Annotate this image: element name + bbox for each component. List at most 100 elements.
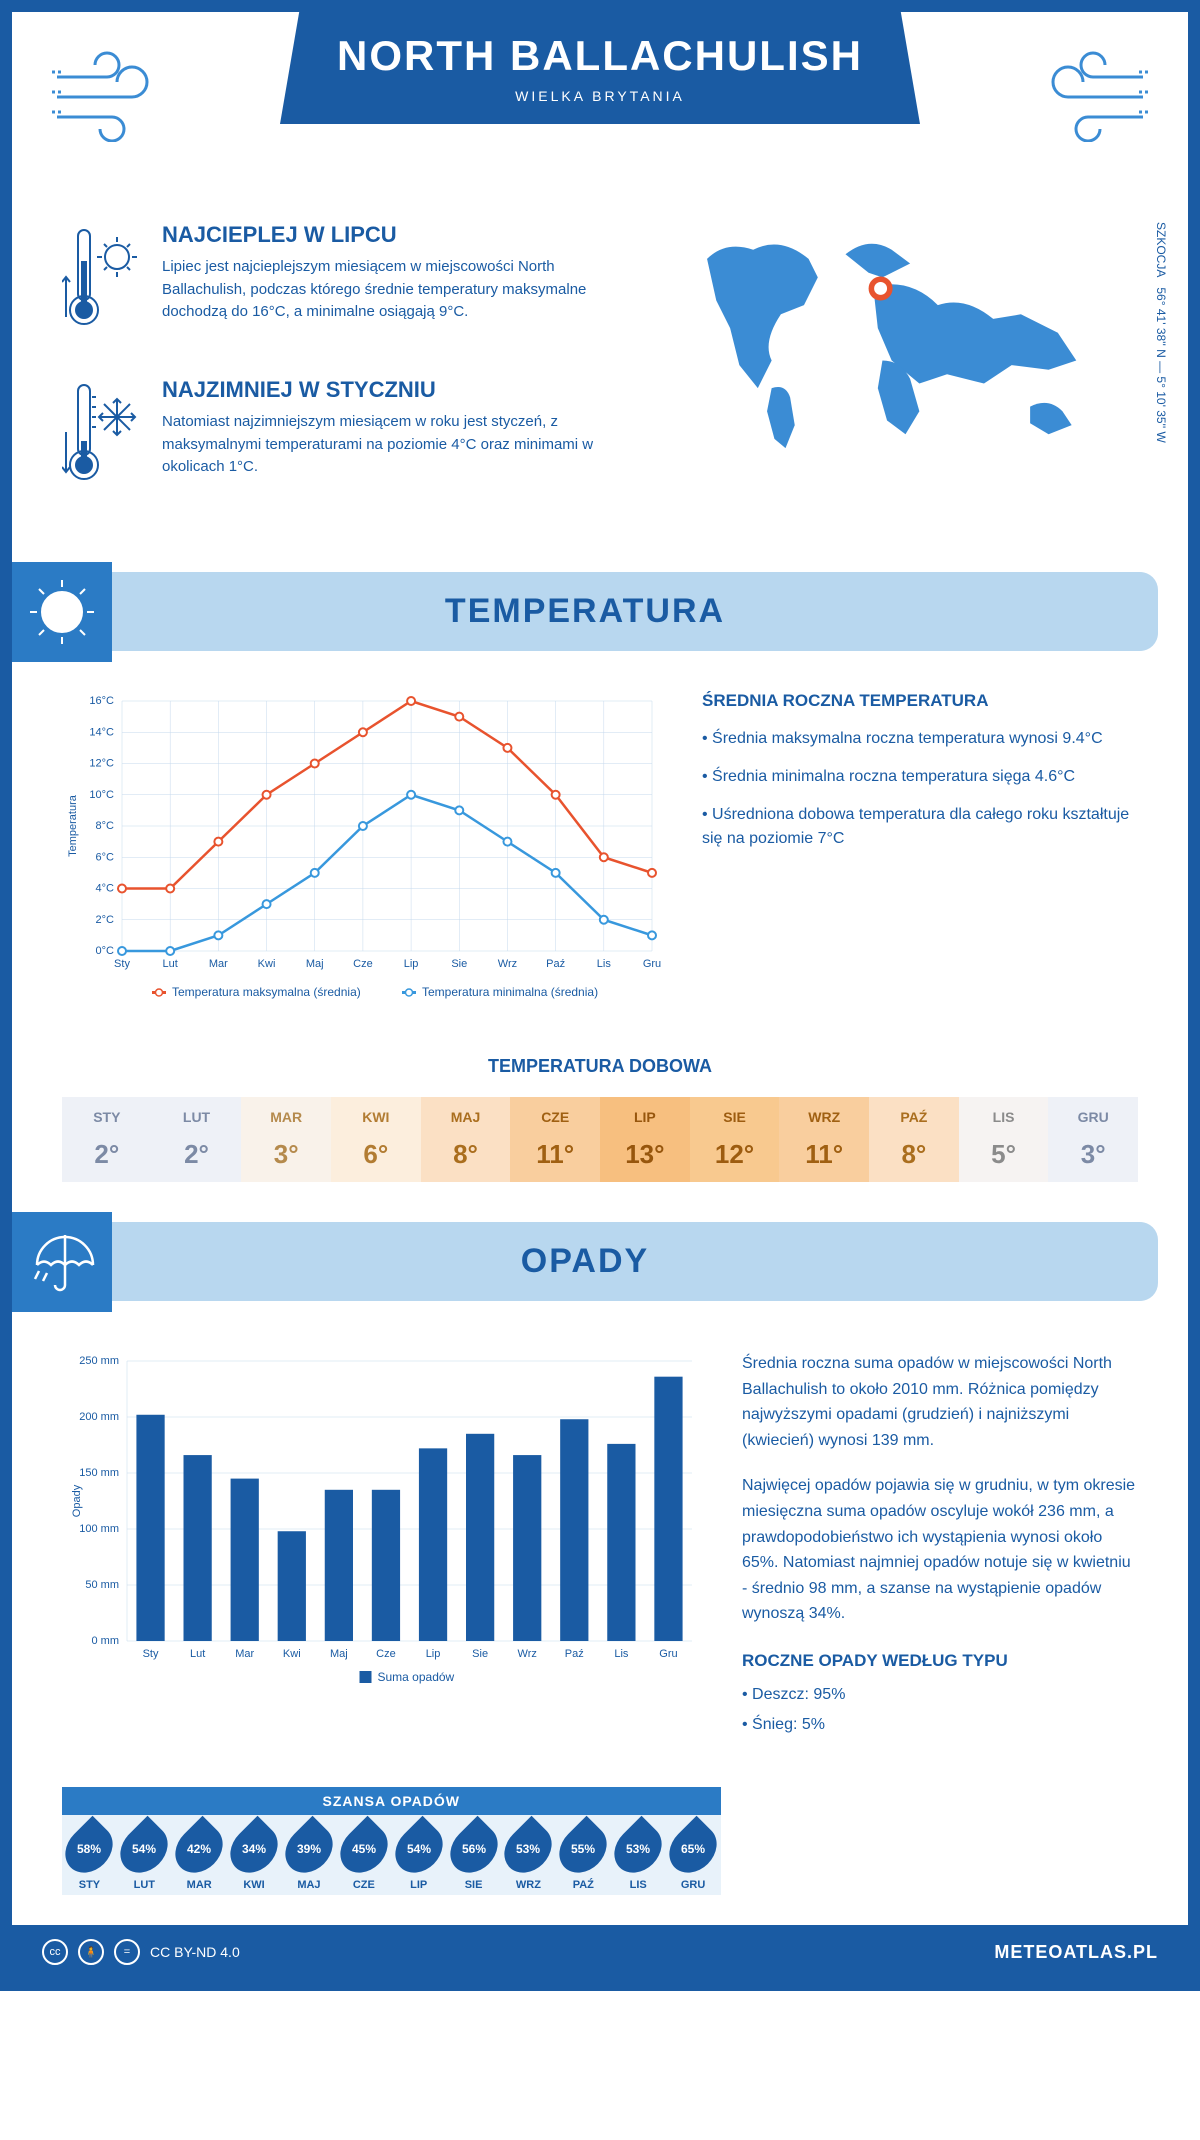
svg-text:10°C: 10°C <box>89 789 114 801</box>
drop-icon: 65% <box>660 1816 726 1882</box>
chance-item: 53%LIS <box>611 1823 666 1891</box>
temp-info-l2: • Średnia minimalna roczna temperatura s… <box>702 765 1138 789</box>
chance-item: 65%GRU <box>666 1823 721 1891</box>
header: NORTH BALLACHULISH WIELKA BRYTANIA <box>12 12 1188 192</box>
chance-item: 39%MAJ <box>282 1823 337 1891</box>
svg-text:Maj: Maj <box>330 1648 348 1660</box>
chance-item: 56%SIE <box>446 1823 501 1891</box>
daily-temp-cell: STY2° <box>62 1097 152 1182</box>
temperature-chart: 0°C2°C4°C6°C8°C10°C12°C14°C16°CStyLutMar… <box>62 691 662 1016</box>
svg-text:Temperatura minimalna (średnia: Temperatura minimalna (średnia) <box>422 985 598 999</box>
drop-icon: 39% <box>276 1816 342 1882</box>
svg-text:Paź: Paź <box>565 1648 584 1660</box>
cold-month-block: NAJZIMNIEJ W STYCZNIU Natomiast najzimni… <box>62 377 605 502</box>
page-title: NORTH BALLACHULISH <box>310 32 890 80</box>
drop-icon: 56% <box>440 1816 506 1882</box>
daily-temp-cell: SIE12° <box>690 1097 780 1182</box>
page-subtitle: WIELKA BRYTANIA <box>310 88 890 104</box>
wind-icon <box>52 42 182 147</box>
daily-temp-cell: LUT2° <box>152 1097 242 1182</box>
svg-text:Mar: Mar <box>209 958 228 970</box>
svg-text:Opady: Opady <box>71 1484 83 1517</box>
svg-text:Wrz: Wrz <box>518 1648 537 1660</box>
svg-text:Suma opadów: Suma opadów <box>378 1670 455 1684</box>
hot-month-block: NAJCIEPLEJ W LIPCU Lipiec jest najcieple… <box>62 222 605 347</box>
chance-item: 54%LIP <box>391 1823 446 1891</box>
drop-icon: 42% <box>166 1816 232 1882</box>
svg-text:8°C: 8°C <box>96 820 115 832</box>
brand: METEOATLAS.PL <box>994 1942 1158 1963</box>
svg-text:Cze: Cze <box>353 958 373 970</box>
cc-icon: cc <box>42 1939 68 1965</box>
svg-text:Lis: Lis <box>614 1648 629 1660</box>
daily-temp-cell: CZE11° <box>510 1097 600 1182</box>
drop-icon: 53% <box>495 1816 561 1882</box>
svg-text:Gru: Gru <box>643 958 661 970</box>
svg-text:Wrz: Wrz <box>498 958 517 970</box>
svg-text:0 mm: 0 mm <box>92 1635 120 1647</box>
daily-temp-cell: PAŹ8° <box>869 1097 959 1182</box>
svg-text:150 mm: 150 mm <box>79 1467 119 1479</box>
cold-month-title: NAJZIMNIEJ W STYCZNIU <box>162 377 605 403</box>
by-icon: 🧍 <box>78 1939 104 1965</box>
cold-month-text: Natomiast najzimniejszym miesiącem w rok… <box>162 411 605 479</box>
chance-item: 58%STY <box>62 1823 117 1891</box>
svg-text:Temperatura: Temperatura <box>67 794 79 857</box>
svg-text:Lut: Lut <box>190 1648 205 1660</box>
daily-temp-cell: MAJ8° <box>421 1097 511 1182</box>
thermometer-hot-icon <box>62 222 142 347</box>
svg-text:Maj: Maj <box>306 958 324 970</box>
drop-icon: 54% <box>385 1816 451 1882</box>
svg-text:Lis: Lis <box>597 958 612 970</box>
nd-icon: = <box>114 1939 140 1965</box>
daily-temp-cell: WRZ11° <box>779 1097 869 1182</box>
temp-info-l3: • Uśredniona dobowa temperatura dla całe… <box>702 803 1138 851</box>
svg-text:Lip: Lip <box>426 1648 441 1660</box>
svg-text:14°C: 14°C <box>89 726 114 738</box>
svg-text:50 mm: 50 mm <box>85 1579 119 1591</box>
drop-icon: 53% <box>605 1816 671 1882</box>
temp-info-l1: • Średnia maksymalna roczna temperatura … <box>702 727 1138 751</box>
world-map-icon <box>645 222 1138 462</box>
daily-temp-cell: GRU3° <box>1048 1097 1138 1182</box>
drop-icon: 54% <box>111 1816 177 1882</box>
footer: cc 🧍 = CC BY-ND 4.0 METEOATLAS.PL <box>12 1925 1188 1979</box>
svg-text:100 mm: 100 mm <box>79 1523 119 1535</box>
svg-text:4°C: 4°C <box>96 883 115 895</box>
chance-table: SZANSA OPADÓW 58%STY54%LUT42%MAR34%KWI39… <box>62 1787 721 1895</box>
drop-icon: 34% <box>221 1816 287 1882</box>
daily-temp-cell: LIP13° <box>600 1097 690 1182</box>
license-text: CC BY-ND 4.0 <box>150 1944 240 1960</box>
svg-text:Kwi: Kwi <box>258 958 276 970</box>
opady-section-title: OPADY <box>12 1242 1158 1281</box>
svg-text:Lut: Lut <box>163 958 178 970</box>
umbrella-icon <box>12 1212 112 1312</box>
svg-text:200 mm: 200 mm <box>79 1411 119 1423</box>
opady-p2: Najwięcej opadów pojawia się w grudniu, … <box>742 1473 1138 1627</box>
svg-text:Mar: Mar <box>235 1648 254 1660</box>
drop-icon: 55% <box>550 1816 616 1882</box>
svg-text:Gru: Gru <box>659 1648 677 1660</box>
opady-section-header: OPADY <box>12 1222 1158 1301</box>
svg-text:Lip: Lip <box>404 958 419 970</box>
precipitation-chart: 0 mm50 mm100 mm150 mm200 mm250 mmOpadySt… <box>62 1351 702 1757</box>
svg-text:250 mm: 250 mm <box>79 1355 119 1367</box>
hot-month-text: Lipiec jest najcieplejszym miesiącem w m… <box>162 256 605 324</box>
svg-text:Sty: Sty <box>114 958 130 970</box>
chance-item: 34%KWI <box>227 1823 282 1891</box>
wind-icon <box>1018 42 1148 147</box>
by-type-title: ROCZNE OPADY WEDŁUG TYPU <box>742 1647 1138 1674</box>
daily-temp-title: TEMPERATURA DOBOWA <box>12 1056 1188 1077</box>
hot-month-title: NAJCIEPLEJ W LIPCU <box>162 222 605 248</box>
coordinates: SZKOCJA 56° 41' 38'' N — 5° 10' 35'' W <box>1154 222 1168 462</box>
thermometer-cold-icon <box>62 377 142 502</box>
chance-item: 54%LUT <box>117 1823 172 1891</box>
temp-section-header: TEMPERATURA <box>12 572 1158 651</box>
chance-item: 53%WRZ <box>501 1823 556 1891</box>
svg-text:Temperatura maksymalna (średni: Temperatura maksymalna (średnia) <box>172 985 361 999</box>
by-type-l1: • Deszcz: 95% <box>742 1682 1138 1708</box>
temp-section-title: TEMPERATURA <box>12 592 1158 631</box>
opady-p1: Średnia roczna suma opadów w miejscowośc… <box>742 1351 1138 1453</box>
chance-title: SZANSA OPADÓW <box>62 1787 721 1815</box>
svg-text:0°C: 0°C <box>96 945 115 957</box>
